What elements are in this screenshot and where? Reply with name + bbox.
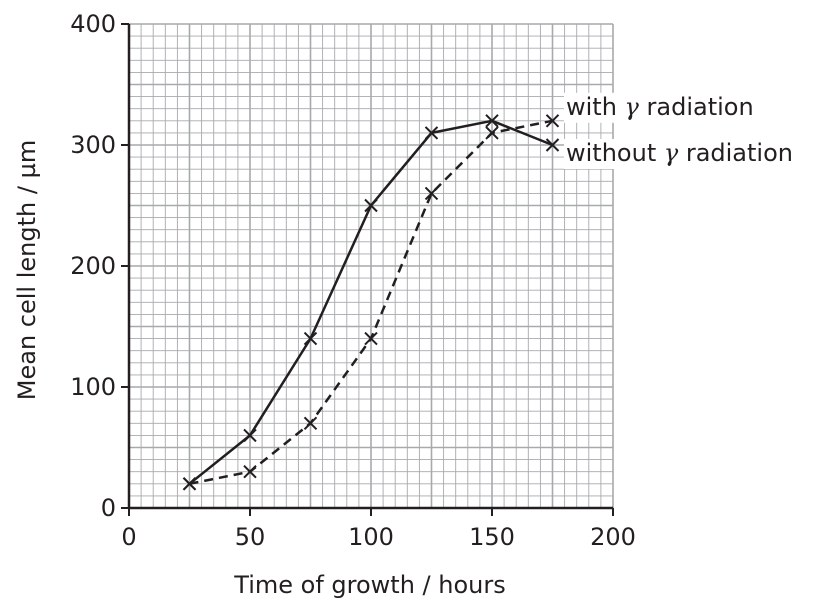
data-point-with-gamma [364,331,378,346]
series-group [182,114,560,491]
data-point-with-gamma [545,114,560,128]
y-tick-label: 100 [70,373,116,401]
x-axis-title: Time of growth / hours [233,571,505,599]
data-point-without-gamma [424,126,439,140]
data-point-with-gamma [303,416,318,431]
data-point-without-gamma [485,114,499,128]
data-point-with-gamma [182,477,197,491]
y-axis-title: Mean cell length / µm [13,140,41,400]
series-label-background [564,139,820,169]
x-tick-label: 50 [235,523,266,551]
y-tick-label: 200 [70,252,116,280]
data-point-without-gamma [545,138,560,152]
tick-labels: 0 50 100 150 200 0 100 200 300 400 [70,10,636,551]
y-tick-label: 400 [70,10,116,38]
data-point-with-gamma [485,126,499,140]
data-point-with-gamma [243,464,257,479]
data-point-without-gamma [303,331,318,346]
series-label-without-gamma: without γ radiation [566,139,793,167]
series-labels: without γ radiation with γ radiation [564,92,820,169]
x-tick-label: 0 [121,523,136,551]
series-label-background [564,92,820,123]
axes [121,23,614,516]
y-tick-label: 0 [101,494,116,522]
series-label-with-gamma: with γ radiation [566,93,754,121]
data-point-without-gamma [243,428,257,443]
x-tick-label: 150 [469,523,515,551]
grid [129,23,614,508]
data-point-without-gamma [364,198,378,213]
data-point-with-gamma [424,186,439,201]
x-tick-label: 100 [348,523,394,551]
x-tick-label: 200 [590,523,636,551]
y-tick-label: 300 [70,131,116,159]
